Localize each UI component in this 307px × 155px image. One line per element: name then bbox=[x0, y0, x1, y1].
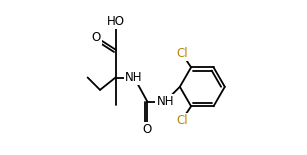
Text: O: O bbox=[143, 123, 152, 136]
Text: NH: NH bbox=[156, 95, 174, 108]
Text: O: O bbox=[91, 31, 101, 44]
Text: HO: HO bbox=[107, 15, 125, 28]
Text: NH: NH bbox=[125, 71, 143, 84]
Text: Cl: Cl bbox=[176, 114, 188, 127]
Text: Cl: Cl bbox=[176, 47, 188, 60]
